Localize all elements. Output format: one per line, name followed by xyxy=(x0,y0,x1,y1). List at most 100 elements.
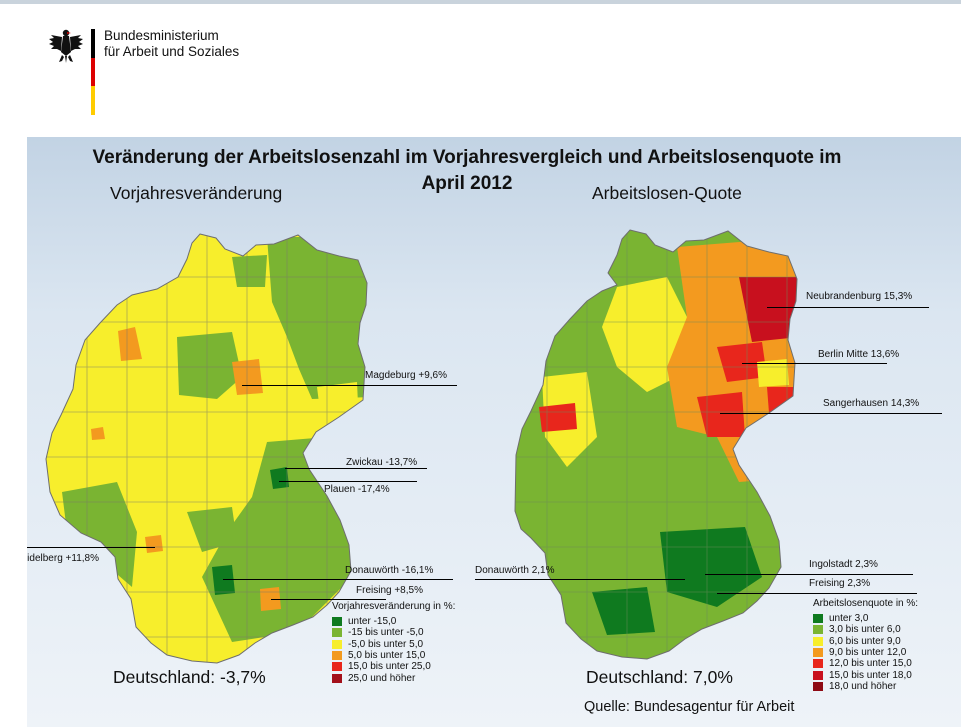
left-legend-label: 15,0 bis unter 25,0 xyxy=(348,661,431,673)
right-legend-label: unter 3,0 xyxy=(829,613,869,625)
title-line2: April 2012 xyxy=(421,173,513,194)
right-legend-swatch xyxy=(813,648,823,658)
ministry-name: Bundesministerium für Arbeit und Soziale… xyxy=(104,28,239,60)
leader-plauen xyxy=(279,481,417,482)
left-legend-label: unter -15,0 xyxy=(348,616,397,628)
leader-freising-right xyxy=(717,593,917,594)
leader-magdeburg xyxy=(242,385,457,386)
leader-donauwoerth-right xyxy=(475,579,685,580)
left-legend-label: -15 bis unter -5,0 xyxy=(348,627,424,639)
left-map-region-koeln xyxy=(91,427,105,440)
left-map-border xyxy=(45,233,368,664)
flag-stripe xyxy=(91,29,95,115)
callout-donauwoerth-right: Donauwörth 2,1% xyxy=(475,565,555,576)
left-legend-swatch xyxy=(332,651,342,661)
callout-magdeburg: Magdeburg +9,6% xyxy=(365,370,448,381)
ministry-line2: für Arbeit und Soziales xyxy=(104,44,240,59)
left-legend-swatch xyxy=(332,673,342,683)
leader-sangerhausen xyxy=(720,413,942,414)
right-map-region-ruhr xyxy=(539,403,577,432)
right-legend: Arbeitslosenquote in %: unter 3,0 3,0 bis… xyxy=(813,598,918,692)
left-legend-row: -15 bis unter -5,0 xyxy=(332,627,455,638)
top-border xyxy=(0,0,961,4)
callout-freising-right: Freising 2,3% xyxy=(809,578,871,589)
left-map-region-magdeburg xyxy=(232,359,263,395)
left-legend-label: 5,0 bis unter 15,0 xyxy=(348,650,426,662)
leader-berlin xyxy=(742,363,887,364)
leader-zwickau xyxy=(285,468,427,469)
ministry-logo: Bundesministerium für Arbeit und Soziale… xyxy=(48,26,248,118)
right-map-region-lowersaxony xyxy=(602,277,687,392)
right-map-border xyxy=(514,229,798,660)
right-legend-swatch xyxy=(813,659,823,669)
flag-black xyxy=(91,29,95,58)
left-legend-swatch xyxy=(332,662,342,672)
left-legend: Vorjahresveränderung in %: unter -15,0 -1… xyxy=(332,601,455,684)
right-legend-label: 18,0 und höher xyxy=(829,680,897,692)
slide-title: Veränderung der Arbeitslosenzahl im Vorj… xyxy=(27,145,907,197)
left-legend-swatch xyxy=(332,628,342,638)
left-map-region-heidelberg xyxy=(145,535,163,553)
left-map-region-bavaria xyxy=(202,437,357,642)
left-legend-row: 25,0 und höher xyxy=(332,672,455,684)
right-total: Deutschland: 7,0% xyxy=(586,667,733,687)
right-legend-label: 9,0 bis unter 12,0 xyxy=(829,647,907,659)
right-legend-swatch xyxy=(813,636,823,646)
right-map-region-lausitz xyxy=(767,387,797,457)
slide-panel: Veränderung der Arbeitslosenzahl im Vorj… xyxy=(27,137,961,727)
right-map-region-berlin xyxy=(717,342,767,382)
right-legend-row: 18,0 und höher xyxy=(813,681,918,692)
leader-donauwoerth xyxy=(223,579,453,580)
right-legend-title: Arbeitslosenquote in %: xyxy=(813,598,919,609)
left-map-region-north xyxy=(232,255,267,287)
left-legend-swatch xyxy=(332,617,342,627)
leader-freising xyxy=(271,599,386,600)
right-legend-row: 12,0 bis unter 15,0 xyxy=(813,658,918,669)
left-legend-row: unter -15,0 xyxy=(332,616,455,627)
callout-donauwoerth: Donauwörth -16,1% xyxy=(345,565,434,576)
left-map-region-wuerzburg xyxy=(187,507,237,552)
right-legend-label: 12,0 bis unter 15,0 xyxy=(829,658,912,670)
leader-ingolstadt xyxy=(705,574,913,575)
left-map-region-northeast xyxy=(267,237,367,399)
right-legend-label: 6,0 bis unter 9,0 xyxy=(829,635,901,647)
title-line1: Veränderung der Arbeitslosenzahl im Vorj… xyxy=(92,147,842,168)
right-legend-swatch xyxy=(813,625,823,635)
left-legend-row: 15,0 bis unter 25,0 xyxy=(332,661,455,672)
callout-zwickau: Zwickau -13,7% xyxy=(346,457,418,468)
left-total: Deutschland: -3,7% xyxy=(113,667,266,687)
callout-ingolstadt: Ingolstadt 2,3% xyxy=(809,559,878,570)
leader-neubrandenburg xyxy=(767,307,929,308)
left-map-region-plauen xyxy=(270,467,289,489)
right-legend-swatch xyxy=(813,681,823,691)
left-legend-label: 25,0 und höher xyxy=(348,672,416,684)
right-legend-row: 9,0 bis unter 12,0 xyxy=(813,647,918,658)
right-map-region-neubrandenburg xyxy=(739,277,797,342)
left-legend-swatch xyxy=(332,639,342,649)
right-legend-swatch xyxy=(813,670,823,680)
left-map-region-ruhr xyxy=(118,327,142,361)
callout-plauen: Plauen -17,4% xyxy=(324,484,390,495)
callout-freising: Freising +8,5% xyxy=(356,585,423,596)
right-map-svg xyxy=(514,229,798,660)
right-legend-row: 15,0 bis unter 18,0 xyxy=(813,669,918,681)
ministry-line1: Bundesministerium xyxy=(104,28,219,43)
left-map-region-donauwoerth xyxy=(212,565,235,595)
leader-heidelberg xyxy=(27,547,155,548)
right-map-region-sangerhausen xyxy=(697,392,745,437)
right-legend-label: 3,0 bis unter 6,0 xyxy=(829,624,901,636)
left-map-region-southwest xyxy=(62,482,137,587)
source-note: Quelle: Bundesagentur für Arbeit xyxy=(584,699,795,715)
left-map-districts xyxy=(47,234,367,663)
right-legend-swatch xyxy=(813,614,823,624)
right-legend-label: 15,0 bis unter 18,0 xyxy=(829,669,912,681)
right-map-region-saxony-yellow xyxy=(757,359,789,387)
federal-eagle-icon xyxy=(49,29,83,63)
right-legend-row: 3,0 bis unter 6,0 xyxy=(813,624,918,635)
callout-sangerhausen: Sangerhausen 14,3% xyxy=(823,398,920,409)
right-map-region-lakeconstance xyxy=(592,587,655,635)
left-legend-row: -5,0 bis unter 5,0 xyxy=(332,639,455,650)
left-map-svg xyxy=(45,233,368,664)
left-map-subtitle: Vorjahresveränderung xyxy=(110,183,283,203)
left-legend-row: 5,0 bis unter 15,0 xyxy=(332,650,455,661)
